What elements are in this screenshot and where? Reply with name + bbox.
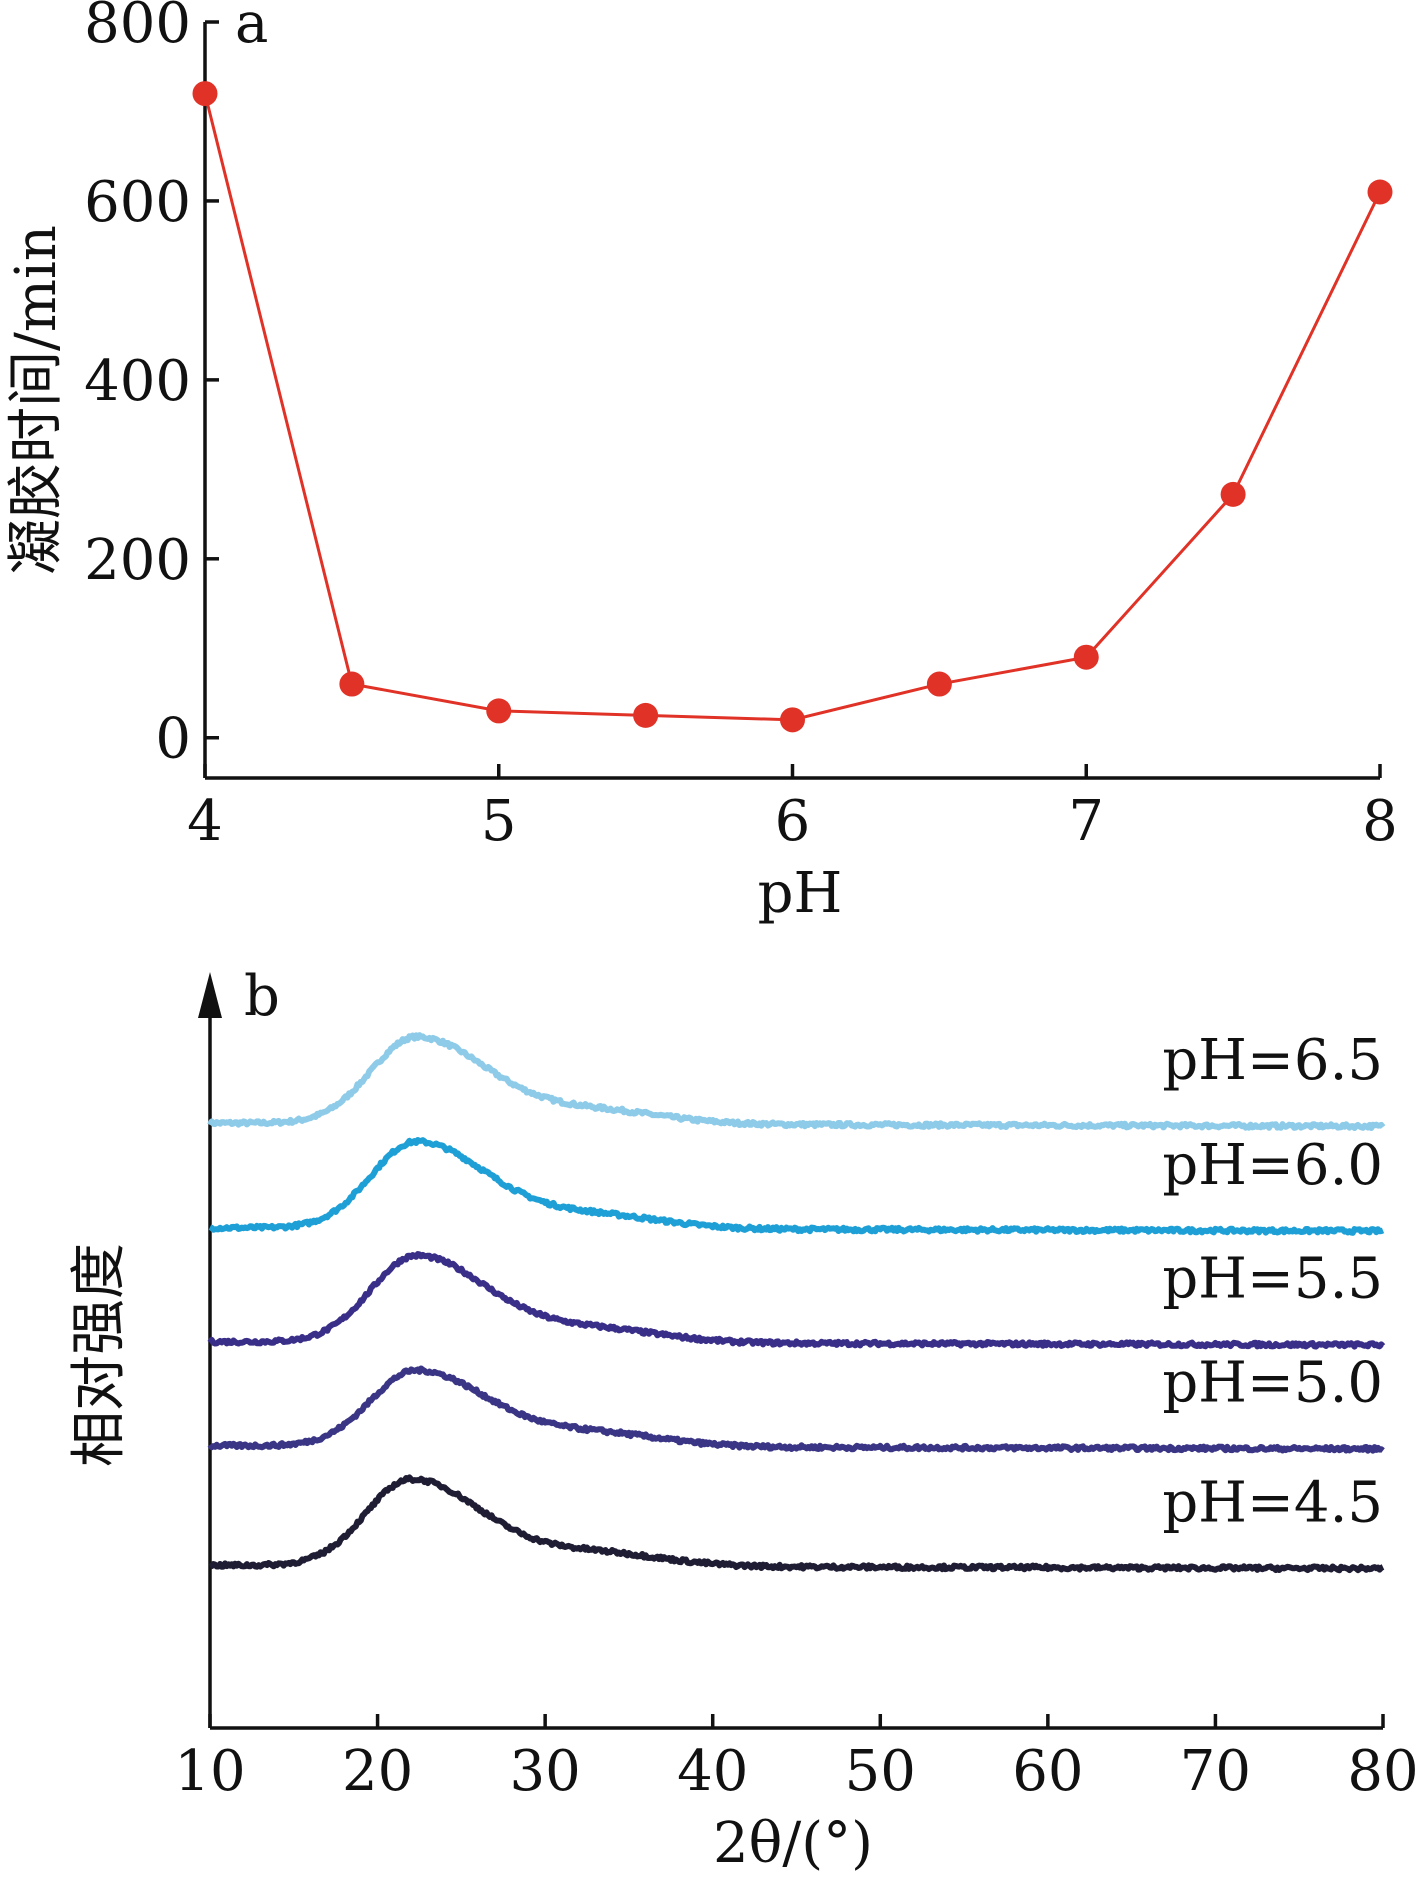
panel-a-x-ticks: 4 5 6 7 8 — [187, 764, 1398, 854]
panel-a-y-ticks: 0 200 400 600 800 — [84, 0, 219, 772]
panel-a-series — [192, 81, 1393, 733]
panel-a-data-point — [633, 702, 659, 728]
panel-b-x-ticks: 10 20 30 40 50 60 70 80 — [174, 1714, 1417, 1804]
panel-b-x-tick-label: 40 — [677, 1739, 748, 1804]
panel-a-data-point — [1367, 179, 1393, 205]
panel-a-y-tick-label: 400 — [84, 349, 191, 414]
panel-b-series-trace — [208, 1474, 1385, 1574]
panel-b-series-label: pH=5.0 — [1162, 1351, 1383, 1416]
panel-a-y-axis-title: 凝胶时间/min — [4, 225, 69, 575]
panel-a-x-axis-title: pH — [758, 861, 843, 926]
panel-b-x-tick-label: 60 — [1012, 1739, 1083, 1804]
panel-a-letter: a — [235, 0, 268, 56]
panel-b-letter: b — [244, 964, 280, 1029]
panel-b-series: pH=6.5 pH=6.0 pH=5.5 pH=5.0 pH=4.5 — [207, 1028, 1386, 1574]
panel-b-series-label: pH=4.5 — [1162, 1470, 1383, 1535]
panel-b-x-tick-label: 30 — [510, 1739, 581, 1804]
panel-a-x-tick-label: 4 — [187, 789, 223, 854]
panel-b-series-label: pH=5.5 — [1162, 1247, 1383, 1312]
panel-b-y-axis-title: 相对强度 — [67, 1243, 132, 1467]
panel-a-data-point — [486, 698, 512, 724]
panel-b-x-tick-label: 70 — [1180, 1739, 1251, 1804]
panel-b-series-trace — [207, 1365, 1385, 1454]
panel-a-data-point — [780, 707, 805, 733]
panel-a-y-tick-label: 200 — [84, 528, 191, 593]
panel-b-x-tick-label: 10 — [174, 1739, 245, 1804]
panel-b-series-label: pH=6.0 — [1162, 1133, 1383, 1198]
panel-a-y-tick-label: 0 — [155, 707, 191, 772]
panel-a-data-point — [339, 671, 365, 697]
panel-a-x-tick-label: 6 — [775, 789, 811, 854]
panel-a-x-tick-label: 7 — [1068, 789, 1104, 854]
panel-b-series-trace — [207, 1032, 1386, 1131]
panel-b-series-trace — [208, 1137, 1385, 1236]
panel-a-data-point — [926, 671, 952, 697]
panel-a-x-tick-label: 5 — [481, 789, 517, 854]
panel-a-x-tick-label: 8 — [1362, 789, 1398, 854]
panel-a-series-line — [203, 93, 1382, 722]
panel-b-series-label: pH=6.5 — [1162, 1028, 1383, 1093]
panel-a-data-point — [192, 81, 218, 107]
panel-b-x-axis-title: 2θ/(°) — [713, 1811, 873, 1876]
panel-b-x-tick-label: 80 — [1347, 1739, 1417, 1804]
panel-a-gel-time-chart: 4 5 6 7 8 0 200 400 600 800 a pH 凝胶时间/min — [4, 0, 1398, 926]
panel-b-x-tick-label: 20 — [342, 1739, 413, 1804]
panel-a-data-point — [1220, 481, 1246, 507]
panel-b-xrd-chart: 10 20 30 40 50 60 70 80 pH=6.5 pH=6.0 pH=5.5 pH=5.… — [67, 964, 1417, 1876]
panel-b-series-trace — [207, 1251, 1386, 1350]
panel-a-data-point — [1073, 644, 1099, 670]
panel-b-y-axis-arrowhead — [198, 972, 222, 1018]
panel-b-x-tick-label: 50 — [845, 1739, 916, 1804]
panel-a-y-tick-label: 600 — [84, 170, 191, 235]
panel-a-y-tick-label: 800 — [84, 0, 191, 56]
